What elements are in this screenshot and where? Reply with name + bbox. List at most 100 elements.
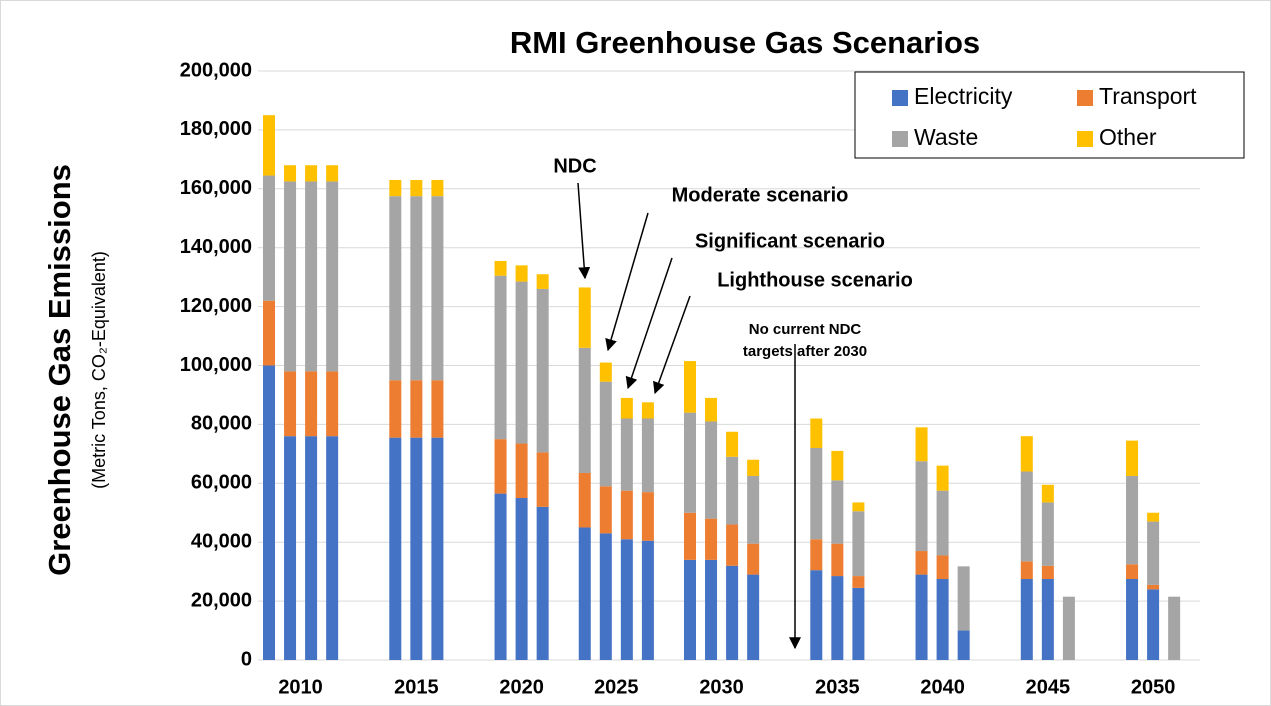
bar-segment xyxy=(263,365,275,660)
bar-segment xyxy=(852,502,865,512)
bar-segment xyxy=(494,493,507,660)
bar-segment xyxy=(1041,484,1054,503)
bar-segment xyxy=(1126,475,1139,565)
bar-segment xyxy=(915,574,928,660)
bar-segment xyxy=(410,179,423,197)
bar-segment xyxy=(747,574,760,660)
bar-segment xyxy=(831,543,844,577)
bar-segment xyxy=(1062,596,1075,660)
bar-segment xyxy=(389,179,402,197)
bar-segment xyxy=(599,533,612,660)
bar-segment xyxy=(620,490,633,540)
annotation-text: Moderate scenario xyxy=(672,184,849,206)
y-tick-label: 200,000 xyxy=(180,59,252,81)
legend-swatch xyxy=(1077,90,1093,106)
y-tick-label: 80,000 xyxy=(191,413,252,435)
annotation-arrow xyxy=(605,212,649,352)
bar-segment xyxy=(515,281,528,444)
bar-segment xyxy=(1147,512,1160,522)
legend: Electricity Transport Waste Other xyxy=(892,83,1197,150)
bar-segment xyxy=(284,371,297,437)
bar-segment xyxy=(494,275,507,440)
bar-segment xyxy=(915,427,928,462)
legend-box xyxy=(854,71,1245,159)
bar-segment xyxy=(852,587,865,660)
bar-segment xyxy=(578,472,591,528)
y-tick-label: 180,000 xyxy=(180,118,252,140)
bar-segment xyxy=(747,475,760,544)
bar-segment xyxy=(410,196,423,381)
bar-segment xyxy=(1126,440,1139,476)
bar-segment xyxy=(620,539,633,660)
annotations: NDC Moderate scenario Significant scenario… xyxy=(553,155,913,650)
bar-segment xyxy=(305,165,318,182)
bar-segment xyxy=(915,461,928,552)
legend-label: Other xyxy=(1099,124,1157,150)
y-tick-label: 140,000 xyxy=(180,236,252,258)
bar-segment xyxy=(641,418,654,493)
bar-segment xyxy=(326,181,339,372)
bar-segment xyxy=(852,511,865,577)
bar-segment xyxy=(263,115,275,176)
bar-segment xyxy=(410,380,423,438)
bar-segment xyxy=(578,347,591,473)
bar-segment xyxy=(641,492,654,541)
bar-segment xyxy=(536,274,549,289)
bar-segment xyxy=(705,559,718,660)
bar-segment xyxy=(620,418,633,491)
y-axis-subtitle: (Metric Tons, CO₂-Equivalent) xyxy=(89,251,109,489)
bar-segment xyxy=(284,436,297,660)
bar-segment xyxy=(1041,502,1054,566)
chart-title: RMI Greenhouse Gas Scenarios xyxy=(510,25,980,60)
bar-segment xyxy=(578,287,591,348)
bar-segment xyxy=(684,559,696,660)
legend-swatch xyxy=(1077,131,1093,147)
bar-segment xyxy=(831,576,844,660)
bar-segment xyxy=(536,452,549,507)
bar-segment xyxy=(326,371,339,437)
bar-segment xyxy=(515,265,528,282)
bar-segment xyxy=(1020,436,1033,472)
bar-segment xyxy=(389,380,402,438)
y-tick-label: 20,000 xyxy=(191,589,252,611)
bar-segment xyxy=(810,447,823,540)
bar-segment xyxy=(641,540,654,660)
x-tick-label: 2050 xyxy=(1131,676,1176,698)
y-tick-label: 0 xyxy=(241,648,252,670)
bar-segment xyxy=(1126,564,1139,580)
bar-segment xyxy=(726,431,739,457)
bar-segment xyxy=(389,437,402,660)
bar-segment xyxy=(620,397,633,419)
annotation-text: Lighthouse scenario xyxy=(717,269,913,291)
x-tick-label: 2010 xyxy=(278,676,323,698)
x-tick-label: 2030 xyxy=(699,676,744,698)
legend-swatch xyxy=(892,131,908,147)
bar-segment xyxy=(747,543,760,575)
bar-segment xyxy=(410,437,423,660)
bar-segment xyxy=(726,456,739,525)
bar-segment xyxy=(263,175,275,301)
bar-segment xyxy=(1020,561,1033,580)
bar-segment xyxy=(1147,521,1160,585)
bar-segment xyxy=(936,555,949,580)
y-tick-label: 40,000 xyxy=(191,530,252,552)
bar-segment xyxy=(599,381,612,487)
bar-segment xyxy=(705,421,718,519)
bar-segment xyxy=(1147,589,1160,660)
bar-segment xyxy=(494,260,507,276)
x-tick-label: 2040 xyxy=(920,676,965,698)
bar-segment xyxy=(831,480,844,544)
bar-segment xyxy=(326,436,339,660)
bar-segment xyxy=(1126,579,1139,660)
x-tick-label: 2020 xyxy=(499,676,544,698)
bar-segment xyxy=(936,579,949,660)
bar-segment xyxy=(389,196,402,381)
bar-segment xyxy=(684,512,696,560)
y-tick-label: 60,000 xyxy=(191,472,252,494)
bar-segment xyxy=(1020,471,1033,562)
bar-segment xyxy=(1147,584,1160,590)
bar-segment xyxy=(810,539,823,571)
x-tick-label: 2025 xyxy=(594,676,639,698)
y-tick-label: 100,000 xyxy=(180,354,252,376)
